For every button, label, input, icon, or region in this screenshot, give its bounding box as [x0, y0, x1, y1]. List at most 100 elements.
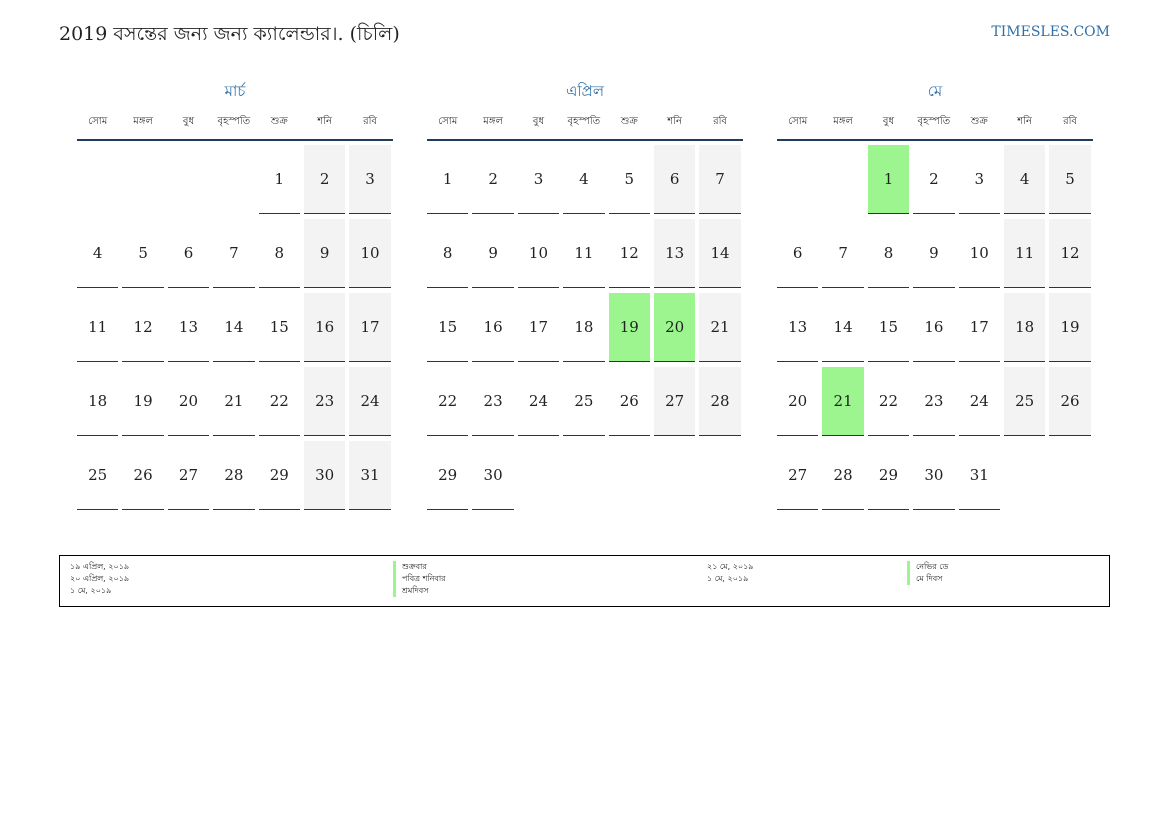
- day-cell[interactable]: 8: [867, 219, 910, 288]
- day-cell[interactable]: 29: [258, 441, 300, 510]
- day-cell[interactable]: 8: [258, 219, 300, 288]
- day-cell[interactable]: 13: [167, 293, 210, 362]
- day-cell[interactable]: 1: [258, 145, 300, 214]
- day-cell[interactable]: 18: [77, 367, 119, 436]
- day-cell[interactable]: 12: [1049, 219, 1091, 288]
- day-cell[interactable]: 27: [777, 441, 819, 510]
- day-cell[interactable]: 17: [517, 293, 560, 362]
- day-cell[interactable]: 30: [913, 441, 955, 510]
- day-cell[interactable]: 29: [867, 441, 910, 510]
- day-cell[interactable]: 27: [653, 367, 696, 436]
- day-cell[interactable]: 18: [1003, 293, 1046, 362]
- day-cell[interactable]: 12: [608, 219, 650, 288]
- holiday-day-cell[interactable]: 20: [653, 293, 696, 362]
- day-cell[interactable]: 28: [699, 367, 741, 436]
- day-cell[interactable]: 10: [958, 219, 1000, 288]
- day-cell[interactable]: 9: [472, 219, 514, 288]
- day-cell[interactable]: 10: [349, 219, 391, 288]
- day-cell[interactable]: 19: [1049, 293, 1091, 362]
- page-title: 2019 বসন্তের জন্য জন্য ক্যালেন্ডার।. (চি…: [59, 23, 400, 45]
- day-cell[interactable]: 31: [349, 441, 391, 510]
- day-cell[interactable]: 9: [913, 219, 955, 288]
- day-cell[interactable]: 16: [303, 293, 346, 362]
- day-cell[interactable]: 20: [167, 367, 210, 436]
- day-cell[interactable]: 4: [77, 219, 119, 288]
- day-cell[interactable]: 10: [517, 219, 560, 288]
- day-cell[interactable]: 16: [913, 293, 955, 362]
- day-cell[interactable]: 6: [777, 219, 819, 288]
- day-cell[interactable]: 4: [1003, 145, 1046, 214]
- holiday-legend: ১৯ এপ্রিল, ২০১৯ শুক্রবার ২০ এপ্রিল, ২০১৯ পব…: [59, 555, 1110, 607]
- day-cell[interactable]: 15: [427, 293, 469, 362]
- legend-date: ২১ মে, ২০১৯: [707, 562, 754, 571]
- holiday-day-cell[interactable]: 21: [822, 367, 864, 436]
- day-cell[interactable]: 8: [427, 219, 469, 288]
- day-cell[interactable]: 15: [867, 293, 910, 362]
- day-cell[interactable]: 26: [1049, 367, 1091, 436]
- day-cell[interactable]: 21: [213, 367, 255, 436]
- day-cell[interactable]: 16: [472, 293, 514, 362]
- day-cell[interactable]: 4: [563, 145, 605, 214]
- day-cell[interactable]: 9: [303, 219, 346, 288]
- day-cell[interactable]: 24: [349, 367, 391, 436]
- day-cell[interactable]: 18: [563, 293, 605, 362]
- day-cell[interactable]: 3: [349, 145, 391, 214]
- holiday-day-cell[interactable]: 19: [608, 293, 650, 362]
- day-cell[interactable]: 23: [472, 367, 514, 436]
- day-cell[interactable]: 3: [958, 145, 1000, 214]
- day-cell[interactable]: 30: [472, 441, 514, 510]
- day-cell[interactable]: 22: [258, 367, 300, 436]
- day-cell[interactable]: 23: [303, 367, 346, 436]
- day-cell[interactable]: 13: [777, 293, 819, 362]
- weekday-label: শনি: [1017, 116, 1033, 127]
- day-cell[interactable]: 2: [303, 145, 346, 214]
- day-cell[interactable]: 20: [777, 367, 819, 436]
- day-cell[interactable]: 12: [122, 293, 164, 362]
- day-cell[interactable]: 3: [517, 145, 560, 214]
- day-cell[interactable]: 26: [122, 441, 164, 510]
- day-cell[interactable]: 27: [167, 441, 210, 510]
- day-cell[interactable]: 28: [822, 441, 864, 510]
- day-cell[interactable]: 7: [822, 219, 864, 288]
- day-cell[interactable]: 14: [822, 293, 864, 362]
- day-cell[interactable]: 17: [958, 293, 1000, 362]
- day-cell[interactable]: 24: [517, 367, 560, 436]
- day-cell[interactable]: 11: [563, 219, 605, 288]
- day-cell[interactable]: 17: [349, 293, 391, 362]
- day-cell[interactable]: 7: [213, 219, 255, 288]
- day-cell[interactable]: 7: [699, 145, 741, 214]
- weekday-label: শুক্র: [970, 116, 988, 127]
- day-cell[interactable]: 25: [77, 441, 119, 510]
- day-cell[interactable]: 5: [608, 145, 650, 214]
- day-cell[interactable]: 23: [913, 367, 955, 436]
- day-cell[interactable]: 28: [213, 441, 255, 510]
- day-cell[interactable]: 5: [1049, 145, 1091, 214]
- day-cell[interactable]: 13: [653, 219, 696, 288]
- day-cell[interactable]: 14: [213, 293, 255, 362]
- site-link[interactable]: TIMESLES.COM: [991, 24, 1110, 40]
- day-cell[interactable]: 5: [122, 219, 164, 288]
- day-cell[interactable]: 22: [867, 367, 910, 436]
- month-march: মার্চ সোম মঙ্গল বুধ বৃহস্পতি শুক্র শনি রবি 1 2 3 4 5…: [77, 80, 393, 510]
- day-cell[interactable]: 24: [958, 367, 1000, 436]
- weekday-label: শুক্র: [270, 116, 288, 127]
- day-cell[interactable]: 21: [699, 293, 741, 362]
- day-cell[interactable]: 11: [1003, 219, 1046, 288]
- day-cell[interactable]: 26: [608, 367, 650, 436]
- day-cell[interactable]: 22: [427, 367, 469, 436]
- day-cell[interactable]: 25: [563, 367, 605, 436]
- day-cell[interactable]: 25: [1003, 367, 1046, 436]
- day-cell[interactable]: 15: [258, 293, 300, 362]
- day-cell[interactable]: 11: [77, 293, 119, 362]
- day-cell[interactable]: 6: [167, 219, 210, 288]
- day-cell[interactable]: 29: [427, 441, 469, 510]
- holiday-day-cell[interactable]: 1: [867, 145, 910, 214]
- day-cell[interactable]: 2: [913, 145, 955, 214]
- day-cell[interactable]: 19: [122, 367, 164, 436]
- day-cell[interactable]: 1: [427, 145, 469, 214]
- day-cell[interactable]: 14: [699, 219, 741, 288]
- day-cell[interactable]: 2: [472, 145, 514, 214]
- day-cell[interactable]: 6: [653, 145, 696, 214]
- day-cell[interactable]: 31: [958, 441, 1000, 510]
- day-cell[interactable]: 30: [303, 441, 346, 510]
